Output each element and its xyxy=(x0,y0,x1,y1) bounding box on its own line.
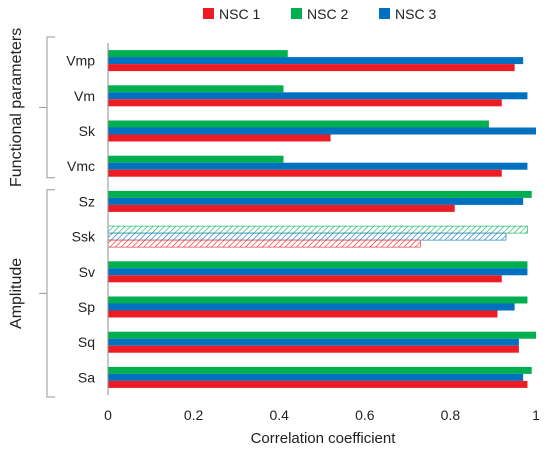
legend: NSC 1 NSC 2 NSC 3 xyxy=(203,6,436,22)
x-axis-title: Correlation coefficient xyxy=(251,430,397,447)
bar-sv-nsc2 xyxy=(108,261,528,269)
bar-sk-nsc3 xyxy=(108,127,536,135)
category-label-sv: Sv xyxy=(79,264,95,280)
bar-sq-nsc2 xyxy=(108,331,536,339)
category-label-sz: Sz xyxy=(79,193,95,209)
bar-sv-nsc1 xyxy=(108,275,502,283)
legend-swatch-nsc2 xyxy=(291,8,302,19)
bar-sa-nsc1 xyxy=(108,380,528,388)
bars xyxy=(107,50,536,388)
bar-vm-nsc2 xyxy=(108,85,284,93)
category-label-vmc: Vmc xyxy=(67,158,95,174)
bar-sz-nsc2 xyxy=(108,190,532,198)
x-axis: 0 0.2 0.4 0.6 0.8 1 xyxy=(104,43,540,423)
bar-vmp-nsc1 xyxy=(108,64,515,72)
x-tick-label: 1 xyxy=(532,407,540,423)
category-label-sq: Sq xyxy=(78,334,95,350)
bar-sa-nsc2 xyxy=(108,366,532,374)
category-label-vm: Vm xyxy=(74,88,95,104)
category-groups: Functional parameters Amplitude xyxy=(8,28,55,398)
bar-sa-nsc3 xyxy=(108,373,524,381)
bar-sq-nsc3 xyxy=(108,338,519,346)
legend-label: NSC 3 xyxy=(395,6,436,22)
category-label-sp: Sp xyxy=(78,299,95,315)
bar-sz-nsc3 xyxy=(108,197,524,205)
bar-sv-nsc3 xyxy=(108,268,528,276)
group-bracket xyxy=(46,36,55,179)
legend-label: NSC 2 xyxy=(307,6,348,22)
legend-label: NSC 1 xyxy=(219,6,260,22)
category-labels: Vmp Vm Sk Vmc Sz Ssk Sv Sp Sq Sa xyxy=(66,53,96,386)
bar-vmc-nsc2 xyxy=(108,155,284,163)
bar-vmp-nsc2 xyxy=(108,50,288,58)
legend-swatch-nsc3 xyxy=(379,8,390,19)
bar-sk-nsc1 xyxy=(108,134,331,142)
bar-vm-nsc3 xyxy=(108,92,528,100)
group-label: Functional parameters xyxy=(8,28,25,187)
category-label-sa: Sa xyxy=(78,369,95,385)
bar-sp-nsc1 xyxy=(108,310,498,318)
bar-vmc-nsc3 xyxy=(108,162,528,170)
category-label-sk: Sk xyxy=(79,123,96,139)
bar-sk-nsc2 xyxy=(108,120,489,128)
bar-sq-nsc1 xyxy=(108,345,519,353)
bar-sz-nsc1 xyxy=(108,204,455,212)
bar-vmc-nsc1 xyxy=(108,169,502,177)
group-bracket xyxy=(46,189,55,398)
bar-vmp-nsc3 xyxy=(108,57,524,65)
category-label-vmp: Vmp xyxy=(66,53,95,69)
x-tick-label: 0.6 xyxy=(355,407,375,423)
x-tick-label: 0.8 xyxy=(441,407,461,423)
bar-sp-nsc3 xyxy=(108,303,515,311)
group-label: Amplitude xyxy=(8,258,25,329)
x-tick-label: 0.4 xyxy=(269,407,289,423)
bar-ssk-nsc3 xyxy=(107,232,507,241)
bar-vm-nsc1 xyxy=(108,99,502,107)
category-label-ssk: Ssk xyxy=(72,229,96,245)
x-tick-label: 0 xyxy=(104,407,112,423)
bar-ssk-nsc1 xyxy=(107,239,421,248)
legend-swatch-nsc1 xyxy=(203,8,214,19)
bar-ssk-nsc2 xyxy=(107,225,528,234)
bar-sp-nsc2 xyxy=(108,296,528,304)
x-tick-label: 0.2 xyxy=(184,407,204,423)
